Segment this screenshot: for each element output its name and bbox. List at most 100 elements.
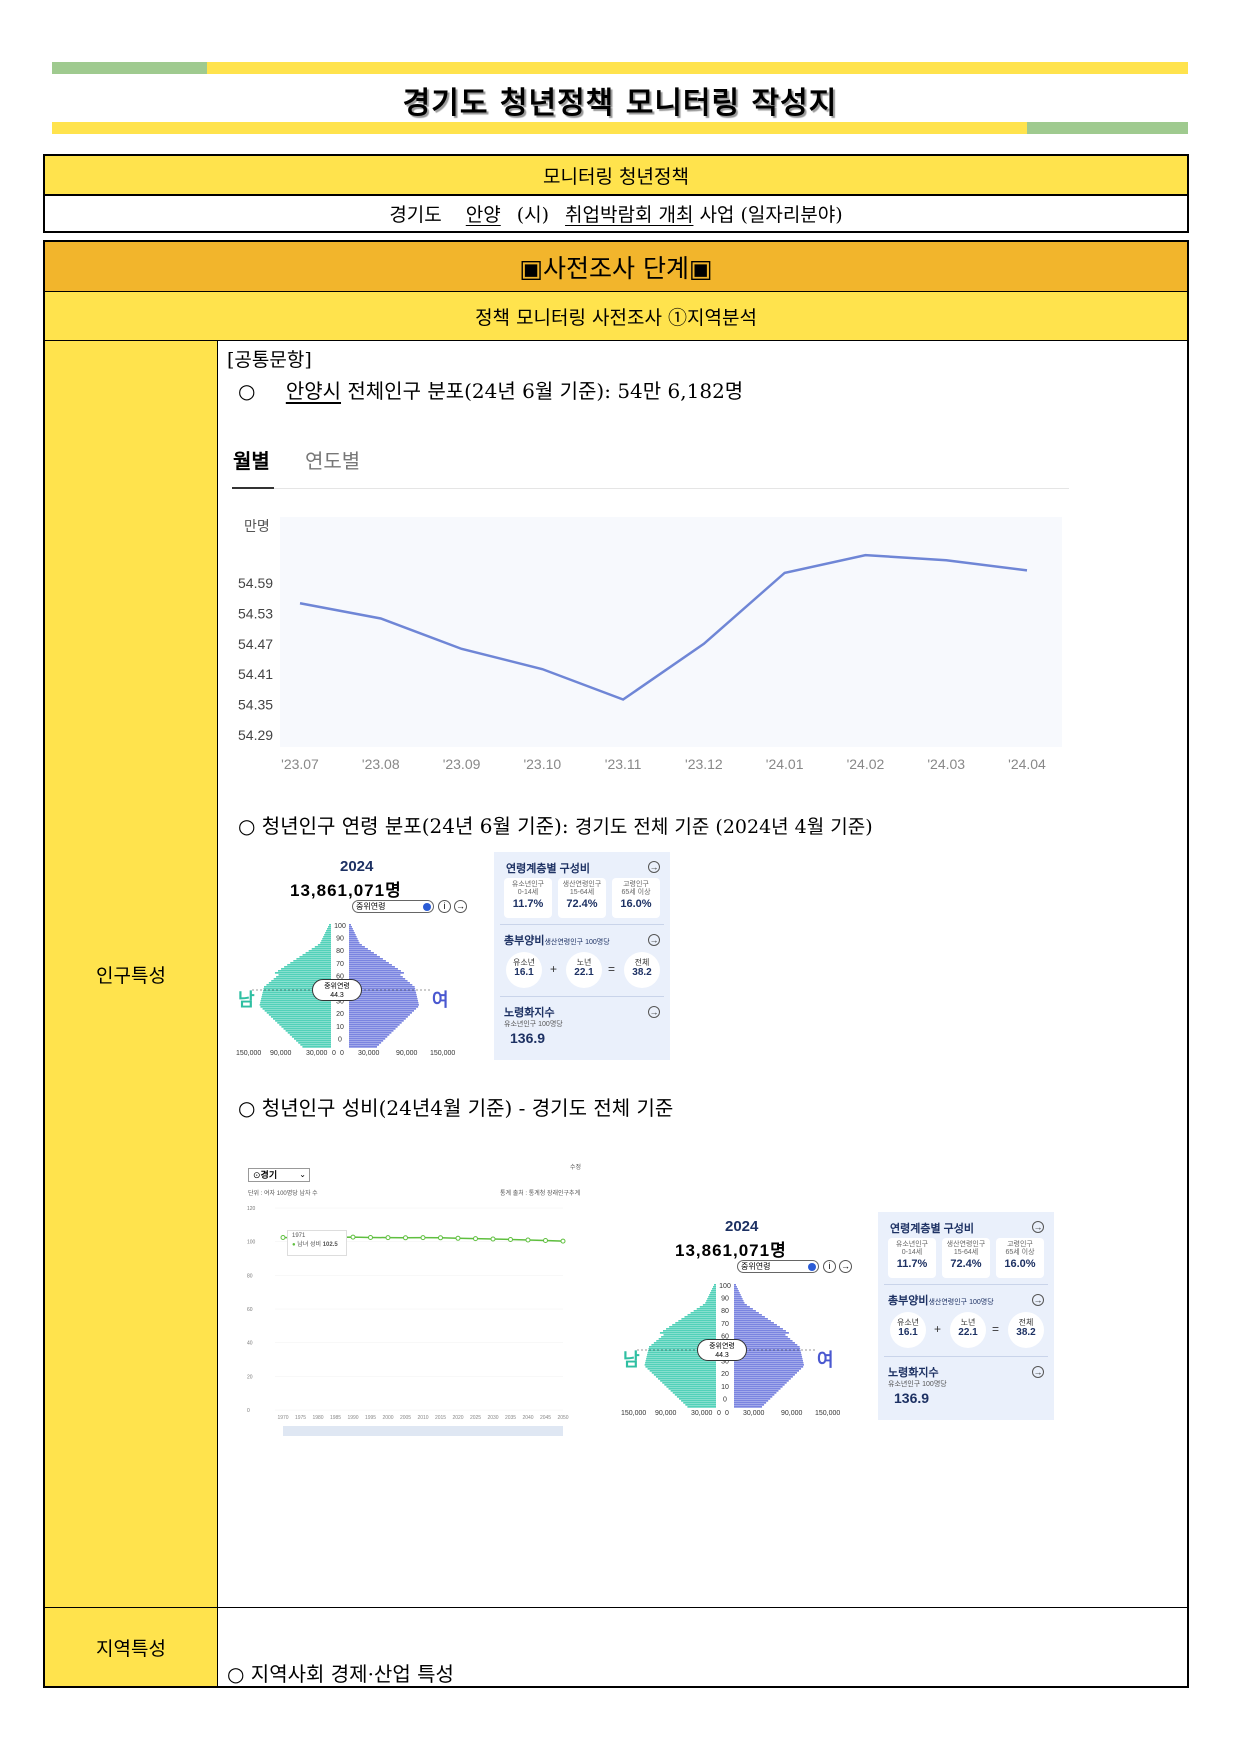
male-bar [323, 936, 331, 938]
female-bar [734, 1326, 780, 1328]
scroll-track[interactable] [283, 1426, 563, 1436]
dependency-0: 유소년 16.1 [890, 1312, 926, 1348]
sr-point[interactable] [508, 1236, 513, 1242]
male-bar [646, 1358, 716, 1360]
median-toggle-label: 중위연령 [741, 1262, 771, 1271]
arrow-right-icon[interactable]: → [839, 1260, 852, 1273]
sr-point[interactable] [385, 1235, 391, 1241]
info-icon[interactable]: i [438, 900, 451, 913]
arrow-right-icon[interactable]: → [648, 934, 660, 946]
male-bar [672, 1324, 716, 1326]
arrow-right-icon[interactable]: → [1032, 1294, 1044, 1306]
population-label-cell: 인구특성 [45, 341, 217, 1607]
male-bar [277, 1022, 331, 1024]
male-bar [684, 1316, 716, 1318]
male-bar [262, 992, 331, 994]
aging-title: 노령화지수 [504, 1007, 555, 1019]
male-bar [659, 1332, 716, 1334]
male-bar [645, 1360, 716, 1362]
region-select[interactable]: ⊙경기 ⌄ [248, 1168, 310, 1182]
female-bar [349, 940, 359, 942]
info-icon[interactable]: i [823, 1260, 836, 1273]
female-bar [349, 938, 358, 940]
female-bar [349, 964, 392, 966]
chart-tab-yearly[interactable]: 연도별 [305, 451, 361, 473]
age-group-0: 유소년인구 0-14세 11.7% [888, 1238, 936, 1278]
female-bar [734, 1390, 779, 1392]
bullet-city: 안양시 [285, 379, 342, 403]
sr-x-tick: 2010 [417, 1415, 428, 1421]
male-bar [285, 1030, 331, 1032]
sr-point[interactable] [438, 1235, 443, 1241]
median-age-toggle[interactable]: 중위연령 [352, 900, 434, 913]
x-tick-label: '23.12 [685, 756, 723, 772]
male-bar [663, 1334, 716, 1336]
dependency-title: 총부양비생산연령인구 100명당 [504, 935, 610, 947]
sr-point[interactable] [525, 1237, 531, 1243]
male-bar [270, 1016, 331, 1018]
female-bar [349, 928, 353, 930]
chart-plot-background [280, 517, 1062, 747]
female-bar [349, 992, 417, 994]
female-bar [349, 936, 357, 938]
arrow-right-icon[interactable]: → [1032, 1221, 1044, 1233]
pyramid-year: 2024 [725, 1218, 759, 1235]
female-bar [349, 932, 355, 934]
male-bar [705, 1302, 716, 1304]
male-bar [314, 946, 331, 948]
female-bar [349, 1002, 419, 1004]
chevron-down-icon: ⌄ [299, 1170, 306, 1179]
sr-point[interactable] [473, 1236, 478, 1242]
median-age-toggle[interactable]: 중위연령 [737, 1260, 819, 1273]
sr-y-tick: 80 [247, 1273, 253, 1279]
sr-point[interactable] [543, 1237, 548, 1243]
female-bar [734, 1348, 801, 1350]
location-icon: ⊙ [253, 1170, 261, 1180]
male-bar [268, 1014, 331, 1016]
sr-point[interactable] [350, 1234, 356, 1240]
male-bar [278, 974, 331, 976]
sex-ratio-tooltip: 1971 ● 남녀 성비 102.5 [287, 1230, 347, 1256]
male-bar [645, 1366, 716, 1368]
aging-title: 노령화지수 [888, 1367, 939, 1379]
arrow-right-icon[interactable]: → [648, 861, 660, 873]
male-bar [296, 958, 331, 960]
policy-table: 모니터링 청년정책 경기도 안양 (시) 취업박람회 개최 사업 (일자리분야) [43, 154, 1189, 233]
male-bar [278, 970, 331, 972]
sr-point[interactable] [368, 1234, 373, 1240]
sr-point[interactable] [490, 1236, 496, 1242]
male-bar [259, 1004, 331, 1006]
arrow-right-icon[interactable]: → [648, 1006, 660, 1018]
toggle-knob [423, 903, 431, 911]
policy-city-suffix: (시) [516, 204, 550, 226]
aging-note: 유소년인구 100명당 [504, 1021, 563, 1028]
age-tick: 30 [336, 999, 344, 1006]
plus-sign: + [550, 962, 558, 976]
sr-point[interactable] [560, 1238, 566, 1244]
female-bar [734, 1294, 741, 1296]
chart-tab-monthly[interactable]: 월별 [233, 451, 270, 473]
male-bar [651, 1344, 716, 1346]
sr-point[interactable] [280, 1234, 286, 1240]
policy-project-suffix: 사업 (일자리분야) [699, 204, 843, 226]
female-bar [734, 1346, 800, 1348]
sr-x-tick: 1990 [347, 1415, 358, 1421]
male-bar [273, 1018, 331, 1020]
female-bar [349, 980, 408, 982]
male-bar [647, 1354, 716, 1356]
male-bar [268, 982, 331, 984]
age-tick: 70 [336, 961, 344, 968]
arrow-right-icon[interactable]: → [1032, 1366, 1044, 1378]
sr-point[interactable] [420, 1235, 426, 1241]
male-bar [666, 1328, 716, 1330]
sr-point[interactable] [403, 1235, 408, 1241]
female-bar [734, 1298, 743, 1300]
male-bar [294, 1038, 331, 1040]
male-bar [273, 978, 331, 980]
population-label: 인구특성 [96, 965, 166, 987]
sr-point[interactable] [455, 1235, 461, 1241]
male-bar [266, 984, 331, 986]
arrow-right-icon[interactable]: → [454, 900, 467, 913]
female-bar [734, 1386, 783, 1388]
policy-prefix: 경기도 [389, 204, 442, 226]
